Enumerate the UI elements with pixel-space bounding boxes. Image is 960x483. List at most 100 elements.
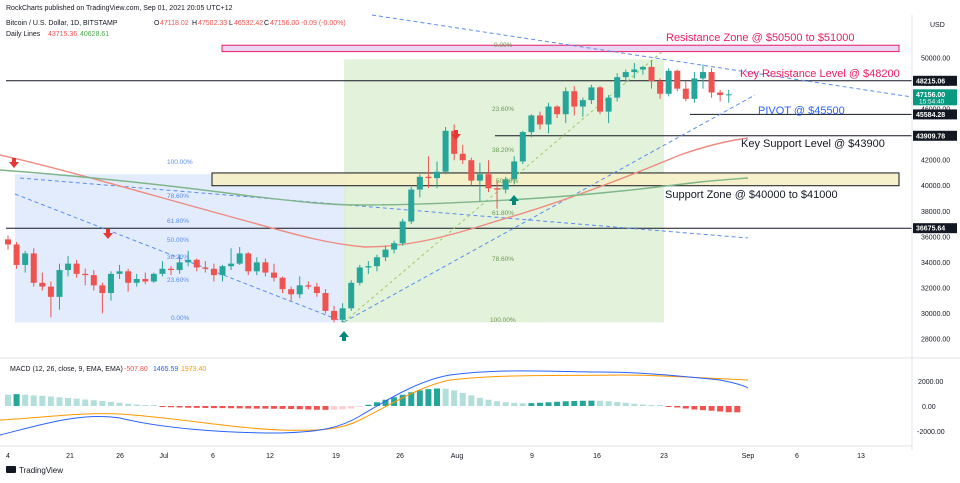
candle-body (665, 70, 672, 94)
fib-labels: 100.00% 78.60% 61.80% 50.00% 38.20% 23.60% 0.0… (167, 42, 518, 324)
candle-body (408, 189, 415, 222)
support-zone-label: Support Zone @ $40000 to $41000 (665, 189, 838, 201)
macd-histogram-bar (451, 390, 458, 406)
candle-body (116, 271, 123, 274)
macd-histogram-bar (442, 388, 449, 406)
candle-body (245, 253, 252, 272)
macd-histogram-bar (528, 403, 535, 406)
macd-histogram-bar (725, 406, 732, 413)
change-value: -0.09 (-0.00%) (301, 20, 346, 27)
macd-histogram-bar (391, 397, 398, 406)
macd-histogram-bar (597, 400, 604, 406)
macd-histogram-bar (13, 394, 20, 406)
candle-body (82, 273, 89, 276)
arrow-up-2 (509, 195, 519, 205)
candle-body (373, 257, 380, 267)
price-badge-sub: 15:54:40 (919, 98, 945, 105)
candle-body (99, 285, 106, 294)
time-label: Sep (742, 453, 755, 460)
macd-histogram-bar (150, 405, 157, 406)
candle-body (554, 106, 561, 115)
candle-body (382, 249, 389, 258)
candle-body (459, 153, 466, 161)
candle-body (90, 275, 97, 286)
candle-body (356, 267, 363, 283)
macd-histogram-bar (639, 404, 646, 406)
macd-histogram-bar (73, 398, 80, 406)
candles-layer (5, 60, 732, 323)
macd-histogram-bar (279, 406, 286, 409)
candle-body (562, 91, 569, 115)
macd-tick-2: -2000.00 (917, 429, 945, 436)
candle-body (202, 267, 209, 269)
macd-histogram-bar (125, 403, 132, 406)
macd-histogram-bar (674, 406, 681, 408)
macd-histogram-bar (554, 401, 561, 406)
macd-histogram-bar (210, 406, 217, 409)
time-label: 23 (660, 453, 668, 460)
macd-hist-value: -507.80 (124, 366, 148, 373)
macd-histogram-bar (202, 406, 209, 408)
price-badge (913, 75, 957, 86)
trendline-rising (343, 94, 756, 323)
indicator-value-1: 43715.36 (48, 31, 77, 38)
macd-histogram-bar (356, 406, 363, 407)
macd-histogram-bar (691, 406, 698, 410)
macd-histogram-bar (193, 406, 200, 408)
time-label: 26 (396, 453, 404, 460)
candle-body (674, 70, 681, 89)
macd-histogram-bar (228, 406, 235, 409)
macd-histogram-bar (408, 392, 415, 406)
candle-body (399, 221, 406, 244)
macd-histogram-bar (219, 406, 226, 409)
time-label: 13 (857, 453, 865, 460)
arrows-layer (9, 130, 519, 341)
macd-histogram-bar (631, 403, 638, 406)
price-tick: 30000.00 (921, 311, 950, 318)
macd-histogram-bar (622, 402, 629, 406)
macd-signal-value: 1973.40 (181, 366, 206, 373)
macd-histogram-bar (545, 402, 552, 406)
candle-body (125, 271, 132, 283)
macd-histogram-bar (665, 406, 672, 407)
candle-body (313, 286, 320, 294)
macd-histogram-bar (142, 405, 149, 406)
macd-histogram-bar (30, 395, 37, 406)
candle-body (717, 92, 724, 96)
macd-histogram-bar (99, 401, 106, 406)
macd-histogram-bar (331, 406, 338, 410)
macd-histogram-bar (5, 394, 11, 406)
currency-label: USD (930, 22, 945, 29)
macd-histogram-bar (699, 406, 706, 411)
macd-histogram-bar (614, 402, 621, 406)
candle-body (502, 179, 509, 190)
low-prefix: L (229, 20, 233, 27)
candle-body (485, 174, 492, 189)
candle-body (73, 263, 80, 274)
candle-body (253, 262, 260, 272)
candle-body (210, 268, 217, 276)
arrow-down-1 (9, 158, 19, 168)
candle-body (631, 69, 638, 73)
fib-left-label: 50.00% (167, 237, 189, 244)
time-label: 19 (332, 453, 340, 460)
macd-tick-1: 0.00 (922, 404, 936, 411)
price-badge-label: 47156.00 (916, 92, 945, 99)
candle-body (365, 266, 372, 268)
price-badge (913, 109, 957, 120)
macd-histogram-bar (588, 400, 595, 406)
candle-body (322, 293, 329, 311)
fib-right-label: 38.20% (492, 147, 514, 154)
key-support-label: Key Support Level @ $43900 (741, 138, 885, 150)
resistance-zone-label: Resistance Zone @ $50500 to $51000 (666, 32, 855, 44)
candle-body (725, 94, 732, 96)
macd-histogram-bar (459, 392, 466, 406)
macd-histogram-bar (262, 406, 269, 409)
time-axis[interactable]: 4 21 26 Jul 6 12 19 26 Aug 9 16 23 Sep 6 13 (6, 453, 865, 460)
candle-body (279, 277, 286, 290)
candle-body (416, 176, 423, 190)
macd-histogram-bar (47, 396, 54, 406)
price-tick: 40000.00 (921, 183, 950, 190)
macd-histogram-bar (313, 406, 320, 410)
